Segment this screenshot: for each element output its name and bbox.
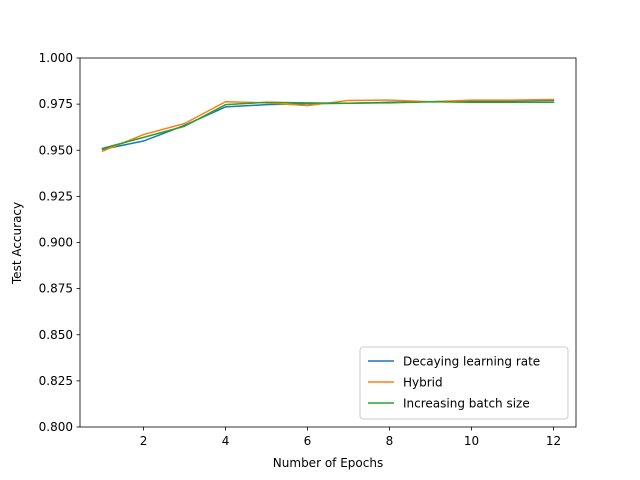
legend-label-2: Hybrid (403, 376, 443, 390)
y-axis-ticks: 0.800 0.825 0.850 0.875 0.900 0.925 0.950 0.975… (39, 51, 80, 434)
y-tick-label: 0.975 (39, 97, 73, 111)
legend-label-1: Decaying learning rate (403, 355, 540, 369)
y-tick-label: 0.875 (39, 282, 73, 296)
legend: Decaying learning rate Hybrid Increasing b… (359, 346, 569, 420)
x-tick-label: 12 (546, 434, 561, 448)
y-axis-label: Test Accuracy (10, 202, 24, 285)
y-tick-label: 0.950 (39, 143, 73, 157)
x-tick-label: 8 (386, 434, 394, 448)
y-tick-label: 0.800 (39, 420, 73, 434)
y-tick-label: 0.900 (39, 236, 73, 250)
y-tick-label: 0.825 (39, 374, 73, 388)
series-line-3 (101, 100, 555, 150)
x-tick-label: 4 (222, 434, 230, 448)
legend-label-3: Increasing batch size (403, 397, 530, 411)
y-tick-label: 1.000 (39, 51, 73, 65)
x-tick-label: 2 (140, 434, 148, 448)
y-tick-label: 0.850 (39, 328, 73, 342)
legend-box (359, 346, 569, 420)
x-axis-label: Number of Epochs (273, 456, 383, 470)
x-tick-label: 10 (464, 434, 479, 448)
y-tick-label: 0.925 (39, 189, 73, 203)
x-tick-label: 6 (304, 434, 312, 448)
x-axis-ticks: 2 4 6 8 10 12 (140, 427, 561, 448)
